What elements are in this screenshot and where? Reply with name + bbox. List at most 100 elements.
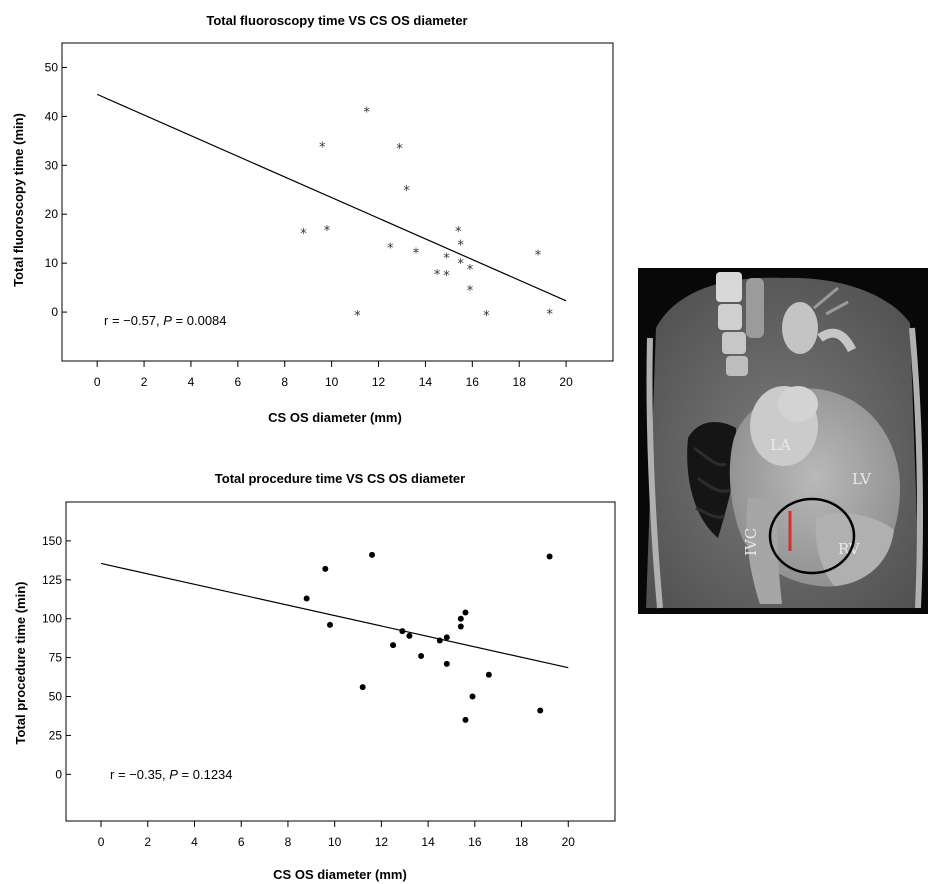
data-point: *: [434, 268, 441, 283]
chart-title: Total procedure time VS CS OS diameter: [215, 471, 465, 486]
data-point: [390, 642, 397, 649]
data-point: *: [396, 142, 403, 157]
data-point: [485, 671, 492, 678]
plot-frame: [65, 501, 616, 822]
x-tick-label: 8: [285, 835, 292, 849]
y-tick-label: 50: [45, 60, 59, 74]
y-tick-label: 25: [49, 728, 63, 742]
x-tick-label: 10: [328, 835, 342, 849]
x-tick-label: 4: [188, 375, 195, 389]
data-point: [457, 623, 464, 630]
x-tick-label: 12: [372, 375, 386, 389]
x-tick-label: 16: [466, 375, 480, 389]
y-tick-label: 150: [42, 534, 62, 548]
regression-line: [100, 562, 569, 669]
y-tick-label: 75: [49, 651, 63, 665]
data-point: *: [354, 309, 361, 324]
data-point: *: [324, 224, 331, 239]
y-axis-label: Total fluoroscopy time (min): [11, 113, 26, 287]
y-tick-label: 20: [45, 207, 59, 221]
data-point: *: [457, 257, 464, 272]
y-tick-label: 30: [45, 158, 59, 172]
correlation-annotation: r = −0.57, P = 0.0084: [104, 313, 227, 328]
spine-shape: [716, 272, 764, 376]
x-tick-label: 18: [513, 375, 527, 389]
x-tick-label: 0: [94, 375, 101, 389]
correlation-annotation: r = −0.35, P = 0.1234: [110, 767, 233, 782]
data-point: [303, 595, 310, 602]
data-point: [537, 707, 544, 714]
x-tick-label: 20: [562, 835, 576, 849]
ivc-label: IVC: [742, 528, 760, 556]
la-label: LA: [770, 436, 791, 454]
y-tick-label: 125: [42, 573, 62, 587]
data-point: *: [387, 242, 394, 257]
data-point: *: [546, 308, 553, 323]
rv-label: RV: [838, 540, 861, 558]
data-point: [399, 628, 406, 635]
x-tick-label: 12: [375, 835, 389, 849]
y-axis: 0 25 50 75 100 125 150: [42, 534, 71, 781]
data-point: [469, 693, 476, 700]
annotation-p-symbol: P: [169, 767, 178, 782]
data-point: *: [443, 269, 450, 284]
y-tick-label: 40: [45, 109, 59, 123]
x-tick-label: 4: [191, 835, 198, 849]
data-point: [322, 565, 329, 572]
data-point: [462, 716, 469, 723]
y-tick-label: 50: [49, 690, 63, 704]
cs-os-ellipse: [768, 497, 856, 575]
data-point: *: [457, 239, 464, 254]
data-point: [546, 553, 553, 560]
data-point: [443, 634, 450, 641]
regression-line: [96, 93, 567, 302]
y-tick-label: 0: [55, 767, 62, 781]
lv-label: LV: [852, 470, 872, 488]
annotation-prefix: r = −0.57,: [104, 313, 163, 328]
data-point: *: [319, 140, 326, 155]
x-axis-label: CS OS diameter (mm): [268, 410, 402, 425]
data-point: *: [467, 284, 474, 299]
x-tick-label: 14: [421, 835, 435, 849]
annotation-suffix: = 0.1234: [178, 767, 233, 782]
x-tick-label: 16: [468, 835, 482, 849]
y-tick-label: 10: [45, 256, 59, 270]
x-tick-label: 20: [559, 375, 573, 389]
x-tick-label: 14: [419, 375, 433, 389]
chart-title: Total fluoroscopy time VS CS OS diameter: [206, 13, 467, 28]
y-tick-label: 0: [51, 305, 58, 319]
x-tick-label: 6: [238, 835, 245, 849]
data-points: ********** ***** *****: [300, 106, 553, 325]
x-tick-label: 18: [515, 835, 529, 849]
data-point: *: [535, 248, 542, 263]
data-point: *: [443, 251, 450, 266]
data-point: *: [467, 263, 474, 278]
x-tick-label: 2: [141, 375, 148, 389]
annotation-prefix: r = −0.35,: [110, 767, 169, 782]
data-point: *: [403, 184, 410, 199]
procedure-chart: Total procedure time VS CS OS diameter 0…: [13, 471, 616, 882]
x-tick-label: 0: [98, 835, 105, 849]
y-axis: 0 10 20 30 40 50: [45, 60, 67, 319]
x-axis: 0 2 4 6 8 10 12 14 16 18 20: [98, 821, 576, 849]
data-point: [418, 653, 425, 660]
data-point: *: [300, 227, 307, 242]
x-tick-label: 10: [325, 375, 339, 389]
data-point: [436, 637, 443, 644]
data-points: [303, 551, 553, 723]
data-point: *: [483, 309, 490, 324]
ct-scan-image: LA LV IVC RV: [638, 268, 928, 614]
x-tick-label: 8: [281, 375, 288, 389]
aorta-shape: [782, 302, 818, 354]
data-point: [457, 615, 464, 622]
data-point: [462, 609, 469, 616]
x-tick-label: 6: [235, 375, 242, 389]
x-tick-label: 2: [144, 835, 151, 849]
fluoroscopy-chart: Total fluoroscopy time VS CS OS diameter…: [11, 13, 614, 425]
data-point: [359, 684, 366, 691]
x-axis: 0 2 4 6 8 10 12 14 16 18 20: [94, 361, 573, 389]
data-point: *: [455, 225, 462, 240]
data-point: [326, 621, 333, 628]
y-tick-label: 100: [42, 612, 62, 626]
